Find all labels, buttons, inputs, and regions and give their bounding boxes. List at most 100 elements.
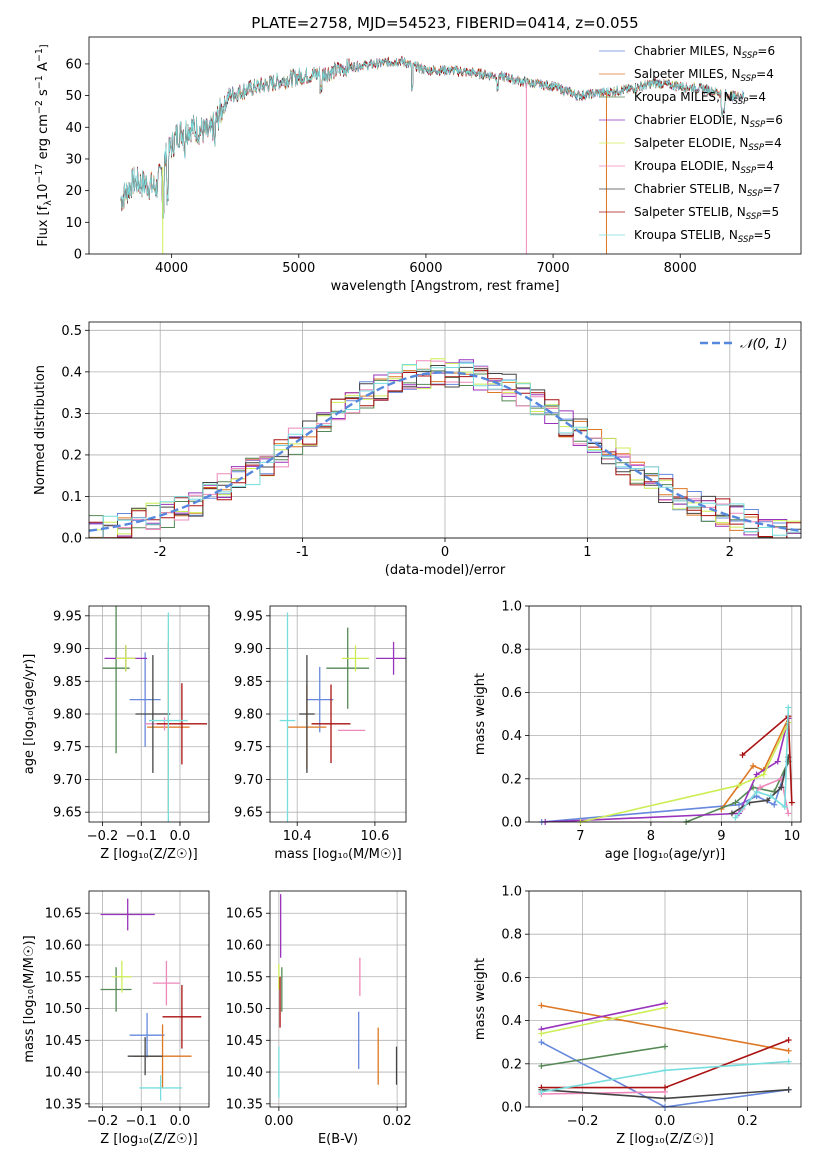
y-tick-label: 60: [65, 57, 82, 72]
y-label-mid3: s: [36, 89, 51, 100]
errorbar-point: [112, 960, 132, 993]
x-tick-label: −0.1: [125, 1114, 157, 1129]
x-tick-label: 8: [647, 829, 655, 844]
errorbar-point: [129, 652, 161, 747]
y-tick-label: 9.70: [53, 773, 82, 788]
y-tick-label: 9.95: [234, 609, 263, 624]
legend-name: Salpeter STELIB: [634, 205, 729, 219]
y-tick-label: 9.90: [234, 642, 263, 657]
y-tick-label: 0.4: [501, 729, 522, 744]
legend-n-eq: =: [761, 205, 771, 219]
y-tick-label: 10.55: [45, 970, 82, 985]
y-tick-label: 9.85: [234, 675, 263, 690]
weight-series-1: [541, 1004, 789, 1052]
y-tick-label: 0.4: [61, 365, 82, 380]
y-tick-label: 0.8: [501, 643, 522, 658]
y-tick-label: 10.40: [226, 1066, 263, 1081]
y-label-e4: −1: [34, 48, 45, 62]
weight-series-0: [541, 761, 790, 822]
legend-entry: Salpeter MILES, NSSP=4: [634, 67, 774, 84]
x-axis-label: (data-model)/error: [385, 563, 506, 578]
y-tick-label: 10.40: [45, 1066, 82, 1081]
y-label-main: Flux [f: [36, 205, 51, 246]
weight-series-3: [545, 718, 790, 822]
legend-n-eq: =: [754, 228, 764, 242]
errorbar-point: [152, 960, 180, 1006]
legend-n-eq: =: [748, 90, 758, 104]
x-tick-label: 5000: [282, 261, 315, 276]
y-tick-label: 10.60: [226, 939, 263, 954]
y-tick-label: 9.70: [234, 773, 263, 788]
y-tick-label: 10.65: [45, 907, 82, 922]
axes-frame: [269, 890, 407, 1108]
legend-n-sub: SSP: [742, 51, 758, 61]
legend-n-prefix: , N: [732, 136, 749, 150]
x-tick-label: 6000: [409, 261, 442, 276]
axes-frame: [88, 890, 210, 1108]
y-tick-label: 10.60: [45, 939, 82, 954]
legend-n-sub: SSP: [748, 143, 764, 153]
y-label-mid4: A: [36, 62, 51, 75]
legend-n-eq: =: [757, 44, 767, 58]
x-axis-label: age [log₁₀(age/yr)]: [605, 847, 726, 862]
y-tick-label: 0.0: [501, 816, 522, 831]
y-axis-label: mass [log₁₀(M/M☉)]: [22, 935, 37, 1062]
legend-entry: Kroupa MILES, NSSP=4: [634, 90, 766, 107]
legend-n-eq: =: [764, 136, 774, 150]
y-tick-label: 10.50: [226, 1002, 263, 1017]
x-tick-label: 1: [583, 545, 591, 560]
y-label-mid: 10: [36, 184, 51, 201]
errorbar-point: [139, 1075, 182, 1101]
legend-name: Salpeter MILES: [634, 67, 724, 81]
y-tick-label: 9.80: [234, 708, 263, 723]
x-tick-label: −0.2: [567, 1114, 599, 1129]
axes-frame: [88, 321, 802, 539]
errorbar-point: [127, 1037, 163, 1076]
errorbar-point: [326, 627, 370, 709]
legend-entry: Chabrier STELIB, NSSP=7: [634, 182, 780, 199]
weight-series-5: [541, 1091, 666, 1095]
errorbar-point: [162, 985, 202, 1049]
axes-mass-vs-EBV: 0.00 0.02 10.35 10.40 10.45 10.50 10.55 10.60 10…: [226, 890, 412, 1147]
y-tick-label: 10: [65, 216, 82, 231]
chart-title: PLATE=2758, MJD=54523, FIBERID=0414, z=0…: [251, 14, 638, 32]
y-tick-label: 0.5: [61, 324, 82, 339]
legend-n-prefix: , N: [724, 67, 741, 81]
x-tick-label: 10.6: [360, 829, 389, 844]
x-tick-label: -1: [296, 545, 309, 560]
x-tick-label: 0.02: [383, 1114, 412, 1129]
y-tick-label: 9.65: [234, 806, 263, 821]
legend-n-prefix: , N: [729, 205, 746, 219]
legend-n-value: 4: [766, 67, 774, 81]
y-tick-label: 0.6: [501, 971, 522, 986]
legend-name: Kroupa STELIB: [634, 228, 721, 242]
legend-n-eq: =: [763, 182, 773, 196]
x-tick-label: 0.00: [264, 1114, 293, 1129]
legend-n-value: 7: [773, 182, 781, 196]
y-tick-label: 9.75: [53, 740, 82, 755]
y-tick-label: 9.90: [53, 642, 82, 657]
y-tick-label: 10.45: [226, 1034, 263, 1049]
legend-n-prefix: , N: [716, 90, 733, 104]
axes-frame: [88, 36, 802, 255]
errorbar-point: [376, 642, 406, 675]
legend-entry: Salpeter STELIB, NSSP=5: [634, 205, 779, 222]
legend-n-sub: SSP: [747, 189, 763, 199]
y-axis-label: mass weight: [473, 673, 488, 755]
y-axis-label: Normed distribution: [33, 365, 48, 495]
x-tick-label: 0: [441, 545, 449, 560]
axes-spectrum: 4000 5000 6000 7000 8000 0 10 20 30 40 50 60 PLATE=2…: [34, 14, 802, 294]
axes-residuals: -2 -1 0 1 2 0.0 0.1 0.2 0.3 0.4 0.5 (data-model)/er…: [33, 321, 802, 578]
y-tick-label: 20: [65, 184, 82, 199]
y-tick-label: 0.2: [61, 448, 82, 463]
weight-series-3: [541, 1002, 666, 1030]
y-tick-label: 9.80: [53, 708, 82, 723]
y-label-e3: −1: [34, 75, 45, 89]
y-tick-label: 0.3: [61, 407, 82, 422]
errorbar-point: [306, 666, 334, 733]
x-axis-label: wavelength [Angstrom, rest frame]: [331, 279, 560, 294]
axes-frame: [88, 605, 210, 823]
weight-series-2: [541, 1045, 666, 1067]
legend-name: Chabrier MILES: [634, 44, 725, 58]
legend-n-prefix: , N: [724, 159, 741, 173]
